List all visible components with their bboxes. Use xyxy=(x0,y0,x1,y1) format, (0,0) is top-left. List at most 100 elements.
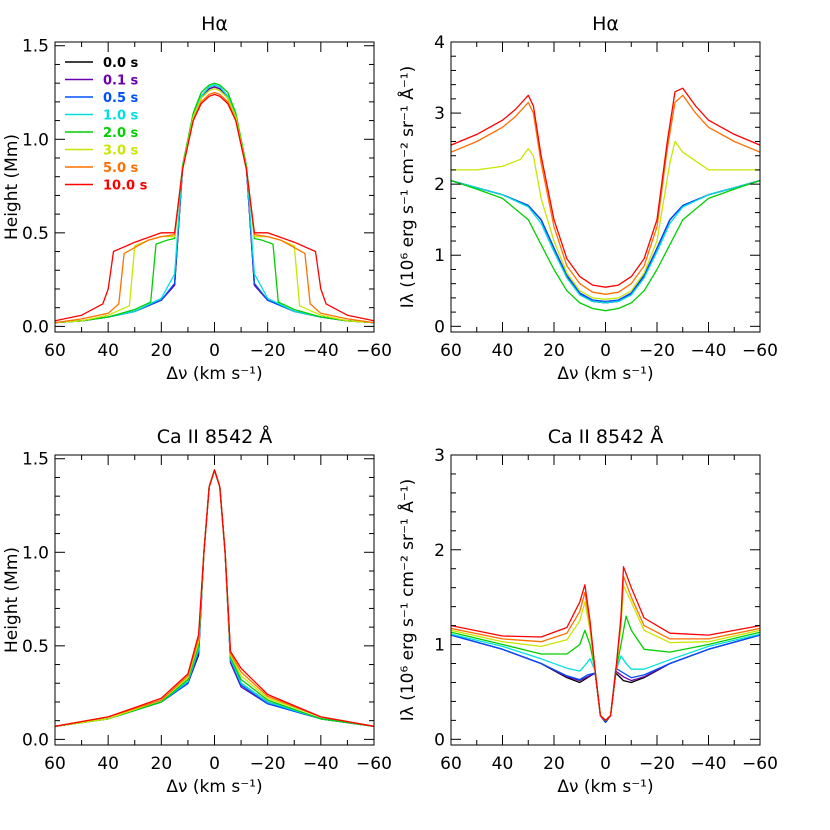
y-tick-label: 1 xyxy=(434,636,445,656)
x-tick-label: 40 xyxy=(97,754,119,774)
x-tick-label: 60 xyxy=(44,341,66,361)
x-tick-label: 20 xyxy=(151,754,173,774)
x-axis-label: Δν (km s⁻¹) xyxy=(557,364,653,384)
series-line-1-0-s xyxy=(451,633,760,722)
y-tick-label: 0.0 xyxy=(22,730,49,750)
x-tick-label: 20 xyxy=(151,341,173,361)
series-line-5-0-s xyxy=(55,469,374,727)
x-tick-label: 40 xyxy=(492,754,514,774)
panel-4: 60 40 20 0 −20 −40 −60 0 1 2 3 Ca II 8542 Å Δν (km s… xyxy=(396,425,778,797)
y-tick-label: 2 xyxy=(434,175,445,195)
legend-label: 0.0 s xyxy=(103,56,139,71)
legend-label: 3.0 s xyxy=(103,144,139,159)
series-line-0-1-s xyxy=(451,179,760,304)
x-tick-label: −20 xyxy=(250,341,286,361)
legend-label: 10.0 s xyxy=(103,179,148,194)
series-line-5-0-s xyxy=(451,94,760,295)
legend-label: 5.0 s xyxy=(103,161,139,176)
chart-title: Hα xyxy=(201,13,228,35)
legend-label: 0.5 s xyxy=(103,91,139,106)
series-line-1-0-s xyxy=(451,179,760,304)
panel-1: 60 40 20 0 −20 −40 −60 0.0 0.5 1.0 1.5 Hα Δν (km s⁻¹… xyxy=(2,13,392,384)
y-tick-label: 1 xyxy=(434,246,445,266)
panel-2: 60 40 20 0 −20 −40 −60 0 1 2 3 4 Hα Δν (km s⁻¹) Iλ (10… xyxy=(396,13,778,384)
x-tick-label: −40 xyxy=(691,341,727,361)
legend-label: 1.0 s xyxy=(103,109,139,124)
y-tick-label: 0.0 xyxy=(22,317,49,337)
x-axis-label: Δν (km s⁻¹) xyxy=(557,777,653,797)
chart-title: Ca II 8542 Å xyxy=(548,425,664,448)
x-tick-label: −60 xyxy=(356,754,392,774)
y-axis-label: Iλ (10⁶ erg s⁻¹ cm⁻² sr⁻¹ Å⁻¹) xyxy=(396,479,418,722)
x-tick-label: −60 xyxy=(356,341,392,361)
x-tick-label: −60 xyxy=(742,341,778,361)
y-tick-label: 0 xyxy=(434,317,445,337)
x-tick-label: 60 xyxy=(440,341,462,361)
x-tick-label: −40 xyxy=(303,341,339,361)
series-line-1-0-s xyxy=(55,469,374,727)
y-tick-label: 1.0 xyxy=(22,543,49,563)
y-axis-label: Iλ (10⁶ erg s⁻¹ cm⁻² sr⁻¹ Å⁻¹) xyxy=(396,66,418,309)
x-tick-label: 0 xyxy=(209,341,220,361)
series-group xyxy=(55,82,374,324)
x-tick-label: −40 xyxy=(691,754,727,774)
series-line-0-5-s xyxy=(451,634,760,723)
chart-title: Hα xyxy=(592,13,619,35)
plot-frame xyxy=(54,454,375,746)
y-tick-label: 1.5 xyxy=(22,450,49,470)
plot-frame xyxy=(450,454,761,746)
series-line-3-0-s xyxy=(451,585,760,722)
chart-title: Ca II 8542 Å xyxy=(157,425,273,448)
series-line-5-0-s xyxy=(55,91,374,324)
x-tick-label: −20 xyxy=(639,341,675,361)
series-line-10-0-s xyxy=(55,469,374,727)
y-tick-label: 1.5 xyxy=(22,37,49,57)
legend-label: 2.0 s xyxy=(103,126,139,141)
series-line-2-0-s xyxy=(451,615,760,722)
series-group xyxy=(451,87,760,312)
y-tick-label: 3 xyxy=(434,446,445,466)
y-axis-label: Height (Mm) xyxy=(2,547,22,653)
y-tick-label: 0 xyxy=(434,730,445,750)
x-tick-label: −60 xyxy=(742,754,778,774)
y-tick-label: 0.5 xyxy=(22,224,49,244)
series-line-1-0-s xyxy=(55,84,374,324)
series-line-10-0-s xyxy=(451,87,760,288)
series-line-2-0-s xyxy=(55,469,374,727)
plot-frame xyxy=(450,41,761,333)
series-line-2-0-s xyxy=(451,179,760,312)
x-tick-label: 60 xyxy=(44,754,66,774)
series-line-10-0-s xyxy=(451,566,760,722)
x-tick-label: −40 xyxy=(303,754,339,774)
x-axis-label: Δν (km s⁻¹) xyxy=(166,777,262,797)
x-tick-label: 40 xyxy=(97,341,119,361)
series-line-0-0-s xyxy=(451,179,760,304)
series-line-3-0-s xyxy=(55,88,374,324)
x-tick-label: 40 xyxy=(492,341,514,361)
series-line-0-5-s xyxy=(451,179,760,303)
series-group xyxy=(451,566,760,723)
series-line-10-0-s xyxy=(55,93,374,322)
x-tick-label: 20 xyxy=(543,754,565,774)
series-line-0-0-s xyxy=(55,469,374,727)
x-tick-label: 0 xyxy=(209,754,220,774)
y-tick-label: 1.0 xyxy=(22,130,49,150)
legend-label: 0.1 s xyxy=(103,74,139,89)
y-axis-label: Height (Mm) xyxy=(2,134,22,240)
x-tick-label: 20 xyxy=(543,341,565,361)
x-tick-label: −20 xyxy=(250,754,286,774)
panel-3: 60 40 20 0 −20 −40 −60 0.0 0.5 1.0 1.5 Ca II 8542 Å… xyxy=(2,425,392,797)
series-line-3-0-s xyxy=(451,140,760,300)
y-tick-label: 3 xyxy=(434,104,445,124)
y-tick-label: 4 xyxy=(434,33,445,53)
x-tick-label: 0 xyxy=(600,341,611,361)
series-line-0-1-s xyxy=(55,469,374,727)
x-axis-label: Δν (km s⁻¹) xyxy=(166,364,262,384)
y-tick-label: 2 xyxy=(434,541,445,561)
series-line-3-0-s xyxy=(55,469,374,727)
legend: 0.0 s 0.1 s 0.5 s 1.0 s 2.0 s 3.0 s 5.0 s 10.0 … xyxy=(65,56,148,194)
series-line-2-0-s xyxy=(55,82,374,324)
y-tick-label: 0.5 xyxy=(22,637,49,657)
series-group xyxy=(55,469,374,727)
